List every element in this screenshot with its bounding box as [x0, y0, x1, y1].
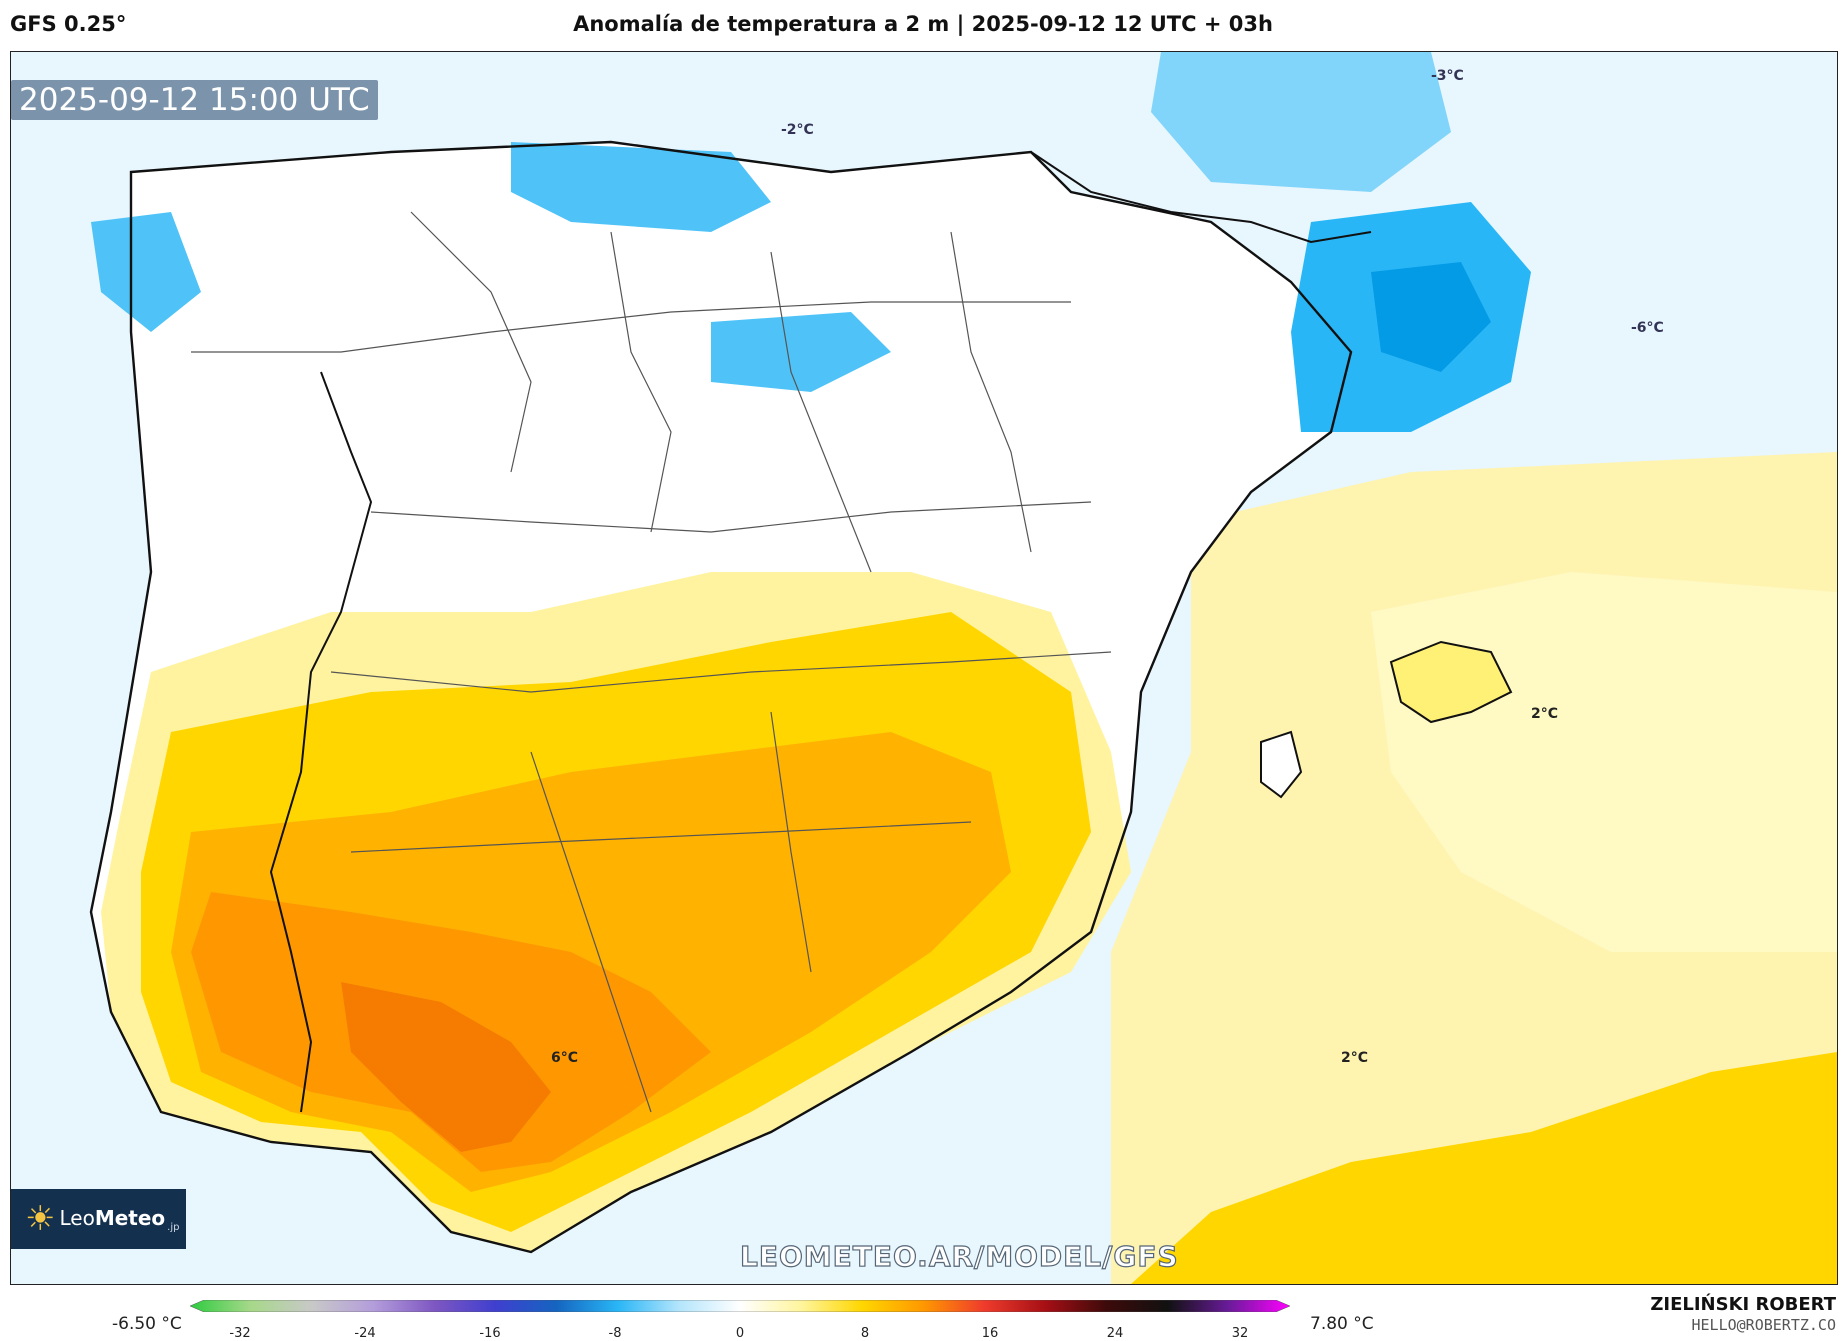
colorbar [190, 1300, 1290, 1312]
contour-label: 2°C [1341, 1050, 1369, 1066]
map-canvas[interactable]: -2°C -3°C -6°C 2°C 6°C 2°C 2025-09-12 15… [10, 51, 1838, 1285]
colorbar-tick-label: -32 [229, 1326, 251, 1341]
ibiza-outline [1260, 730, 1303, 799]
warm-core [341, 982, 551, 1152]
leometeo-logo[interactable]: ☀ LeoMeteo .jp [11, 1189, 186, 1249]
colorbar-tick-label: -16 [479, 1326, 501, 1341]
cool-cantabria [511, 142, 771, 232]
contour-label: 2°C [1531, 706, 1559, 722]
cool-france [1151, 52, 1451, 192]
author-contact[interactable]: HELLO@ROBERTZ.CO [1691, 1316, 1837, 1334]
contour-label: -6°C [1631, 320, 1664, 336]
colorbar-bar [190, 1300, 1290, 1312]
cool-galicia [91, 212, 201, 332]
valid-time-badge: 2025-09-12 15:00 UTC [11, 80, 378, 120]
colorbar-tick-label: 0 [735, 1326, 745, 1341]
sun-icon: ☀ [25, 1199, 56, 1239]
colorbar-tick-label: -8 [608, 1326, 622, 1341]
colorbar-tick-label: -24 [354, 1326, 376, 1341]
model-label: GFS 0.25° [10, 12, 127, 36]
contour-label: -3°C [1431, 68, 1464, 84]
colorbar-tick-label: 32 [1231, 1326, 1249, 1341]
north-africa-warm [1131, 1052, 1837, 1284]
legend-min: -6.50 °C [112, 1314, 182, 1334]
author-name: ZIELIŃSKI ROBERT [1650, 1294, 1836, 1315]
contour-label: 6°C [551, 1050, 579, 1066]
legend-max: 7.80 °C [1310, 1314, 1374, 1334]
france-border [1030, 151, 1372, 244]
coastline [89, 140, 1353, 1254]
contour-label: -2°C [781, 122, 814, 138]
province-borders [191, 211, 1112, 1113]
logo-text: LeoMeteo .jp [59, 1205, 180, 1233]
portugal-border [269, 371, 373, 1113]
header: GFS 0.25° Anomalía de temperatura a 2 m … [0, 0, 1846, 50]
colorbar-tick-label: 24 [1106, 1326, 1124, 1341]
anomaly-map [11, 52, 1837, 1284]
watermark: LEOMETEO.AR/MODEL/GFS [739, 1239, 1179, 1273]
colorbar-tick-label: 16 [981, 1326, 999, 1341]
cool-central [711, 312, 891, 392]
colorbar-tick-label: 8 [860, 1326, 870, 1341]
map-title: Anomalía de temperatura a 2 m | 2025-09-… [573, 12, 1273, 36]
mallorca-outline [1389, 640, 1513, 724]
cool-core-catalonia [1371, 262, 1491, 372]
legend-footer: -6.50 °C -32 -24 -16 -8 0 8 16 24 32 7.80 °C ZIE… [0, 1290, 1846, 1341]
